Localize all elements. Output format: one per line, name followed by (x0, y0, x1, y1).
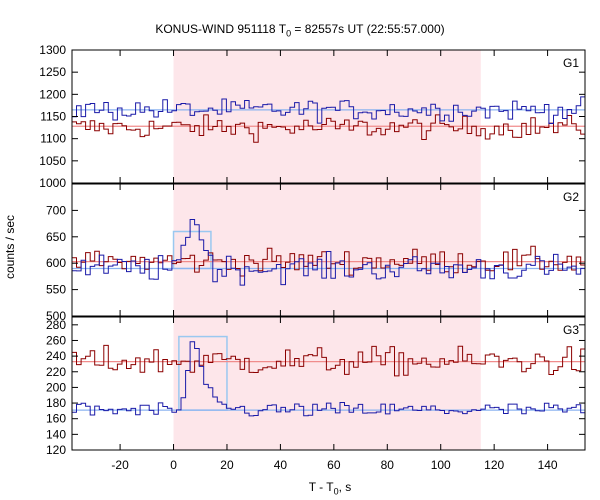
y-tick-label: 260 (46, 333, 66, 347)
y-tick-label: 600 (46, 256, 66, 270)
x-tick-label: 120 (484, 458, 504, 472)
series-blue-g3 (72, 341, 585, 417)
x-tick-label: 80 (381, 458, 395, 472)
x-tick-label: 140 (538, 458, 558, 472)
x-axis-label: T - T0, s (308, 480, 352, 497)
x-tick-label: -20 (111, 458, 129, 472)
y-tick-label: 140 (46, 427, 66, 441)
x-tick-label: 60 (327, 458, 341, 472)
panel-label-g3: G3 (563, 323, 579, 337)
panel-label-g2: G2 (563, 190, 579, 204)
y-tick-label: 180 (46, 396, 66, 410)
y-tick-label: 240 (46, 349, 66, 363)
chart-title: KONUS-WIND 951118 T0 = 82557s UT (22:55:… (155, 22, 445, 39)
y-tick-label: 1200 (39, 87, 66, 101)
y-tick-label: 1250 (39, 65, 66, 79)
y-tick-label: 280 (46, 318, 66, 332)
x-tick-label: 40 (274, 458, 288, 472)
y-tick-label: 220 (46, 365, 66, 379)
series-blue-g1 (72, 96, 585, 124)
series-red-g3 (72, 344, 585, 377)
x-tick-label: 100 (431, 458, 451, 472)
y-tick-label: 500 (46, 309, 66, 323)
y-tick-label: 700 (46, 203, 66, 217)
y-tick-label: 1000 (39, 176, 66, 190)
y-tick-label: 650 (46, 230, 66, 244)
y-tick-label: 1100 (40, 132, 66, 146)
y-tick-label: 550 (46, 283, 66, 297)
y-tick-label: 1050 (39, 154, 66, 168)
series-blue-g2 (72, 219, 585, 286)
y-tick-label: 200 (46, 380, 66, 394)
x-tick-label: 20 (220, 458, 234, 472)
y-tick-label: 1300 (39, 43, 66, 57)
y-tick-label: 1150 (40, 110, 66, 124)
panel-frame-g3 (71, 316, 586, 451)
panel-label-g1: G1 (563, 56, 579, 70)
y-tick-label: 160 (46, 412, 66, 426)
x-tick-label: 0 (170, 458, 177, 472)
highlight-interval (173, 50, 481, 450)
y-tick-label: 120 (46, 443, 66, 457)
panel-frame-g2 (71, 183, 586, 317)
y-axis-label: counts / sec (3, 214, 17, 280)
series-red-g1 (72, 114, 585, 143)
